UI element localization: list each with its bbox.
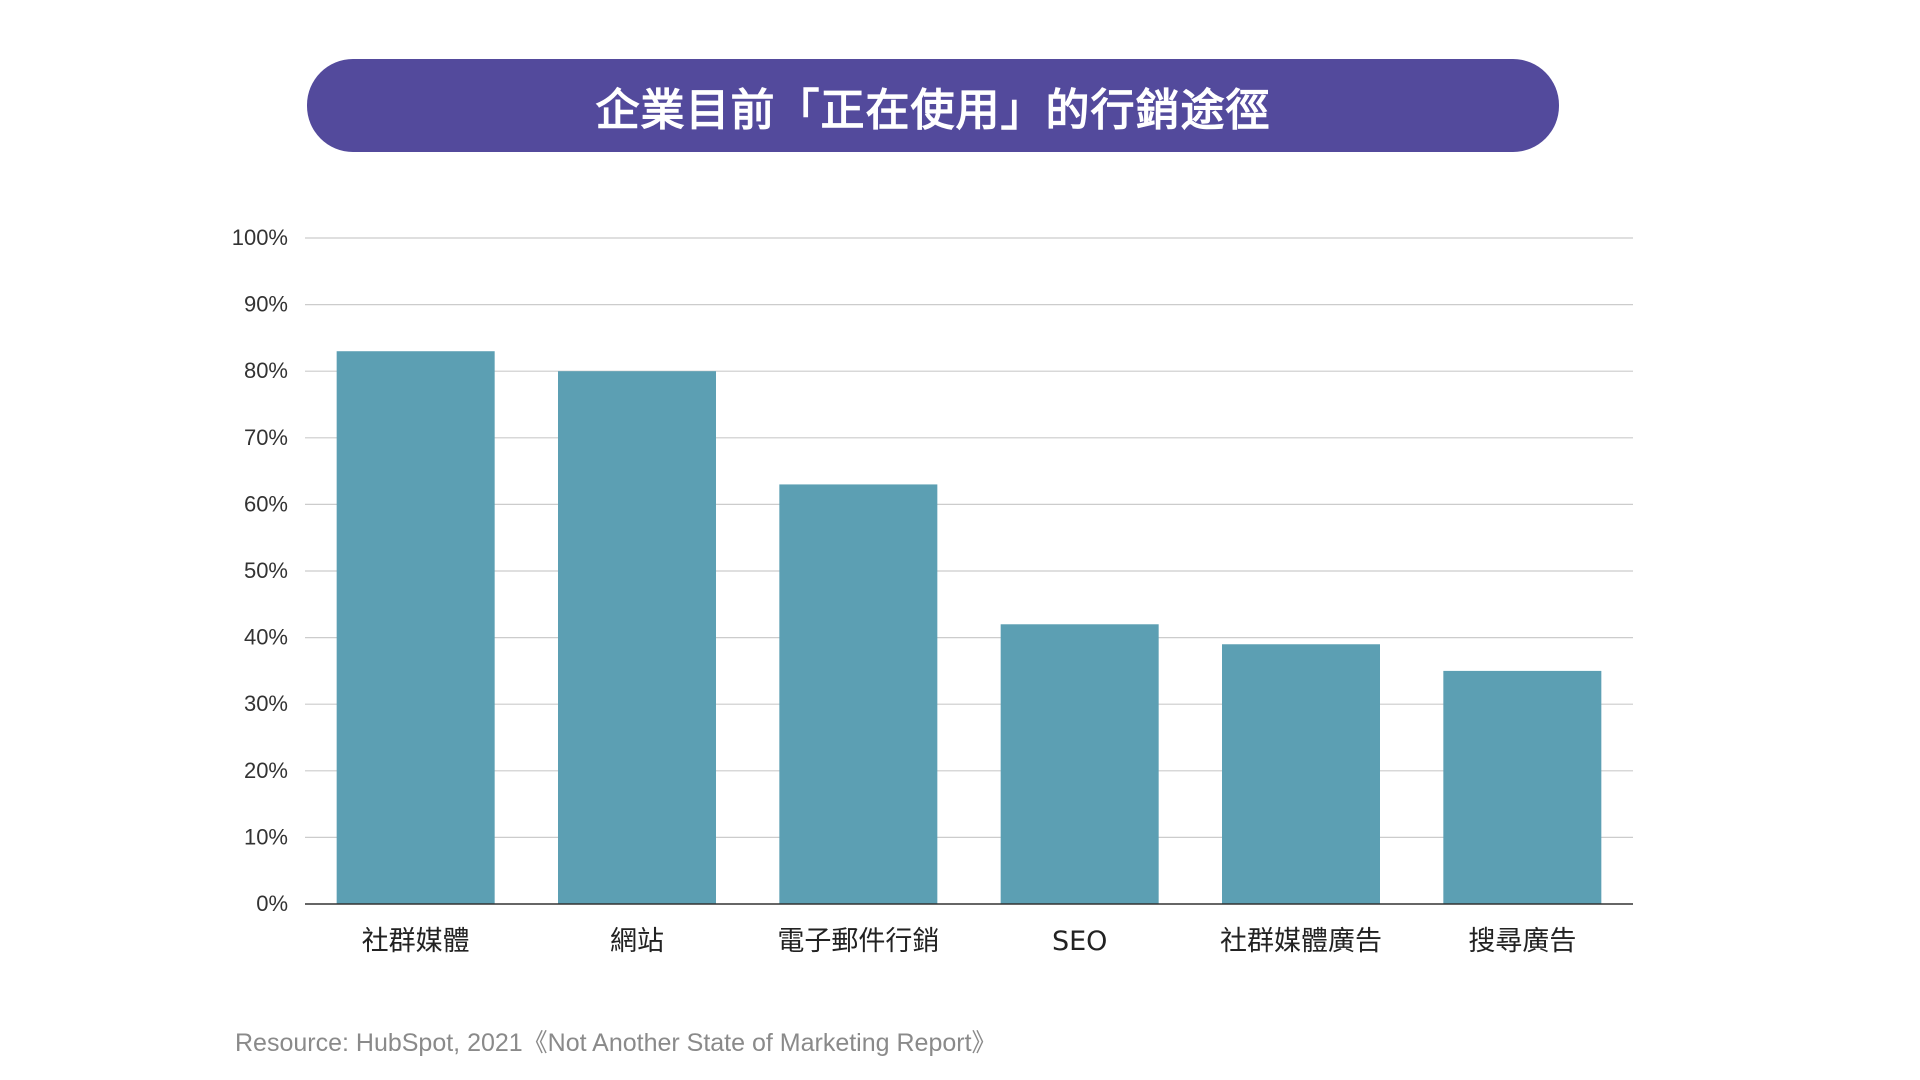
y-tick-label: 50% <box>244 558 288 583</box>
y-tick-label: 60% <box>244 491 288 516</box>
category-label: 社群媒體廣告 <box>1220 926 1382 957</box>
y-tick-label: 80% <box>244 358 288 383</box>
bar <box>1443 670 1602 904</box>
bar <box>336 351 495 905</box>
bar <box>1222 644 1380 904</box>
category-label: 社群媒體 <box>362 926 470 957</box>
chart-title-banner: 企業目前「正在使用」的行銷途徑 <box>307 59 1559 152</box>
y-tick-label: 20% <box>244 758 288 783</box>
y-tick-label: 70% <box>244 425 288 450</box>
y-tick-label: 90% <box>244 292 288 317</box>
bar <box>1000 624 1159 904</box>
category-label: 搜尋廣告 <box>1468 926 1576 957</box>
y-tick-label: 100% <box>232 225 288 250</box>
y-tick-label: 0% <box>256 891 288 916</box>
y-tick-label: 30% <box>244 691 288 716</box>
y-tick-label: 40% <box>244 625 288 650</box>
category-label: SEO <box>1052 926 1107 957</box>
y-tick-label: 10% <box>244 824 288 849</box>
category-label: 網站 <box>610 926 664 957</box>
bar <box>558 371 716 904</box>
bar <box>779 484 938 904</box>
category-label: 電子郵件行銷 <box>777 926 939 957</box>
source-note: Resource: HubSpot, 2021《Not Another Stat… <box>235 1029 997 1057</box>
chart-title: 企業目前「正在使用」的行銷途徑 <box>595 84 1271 136</box>
